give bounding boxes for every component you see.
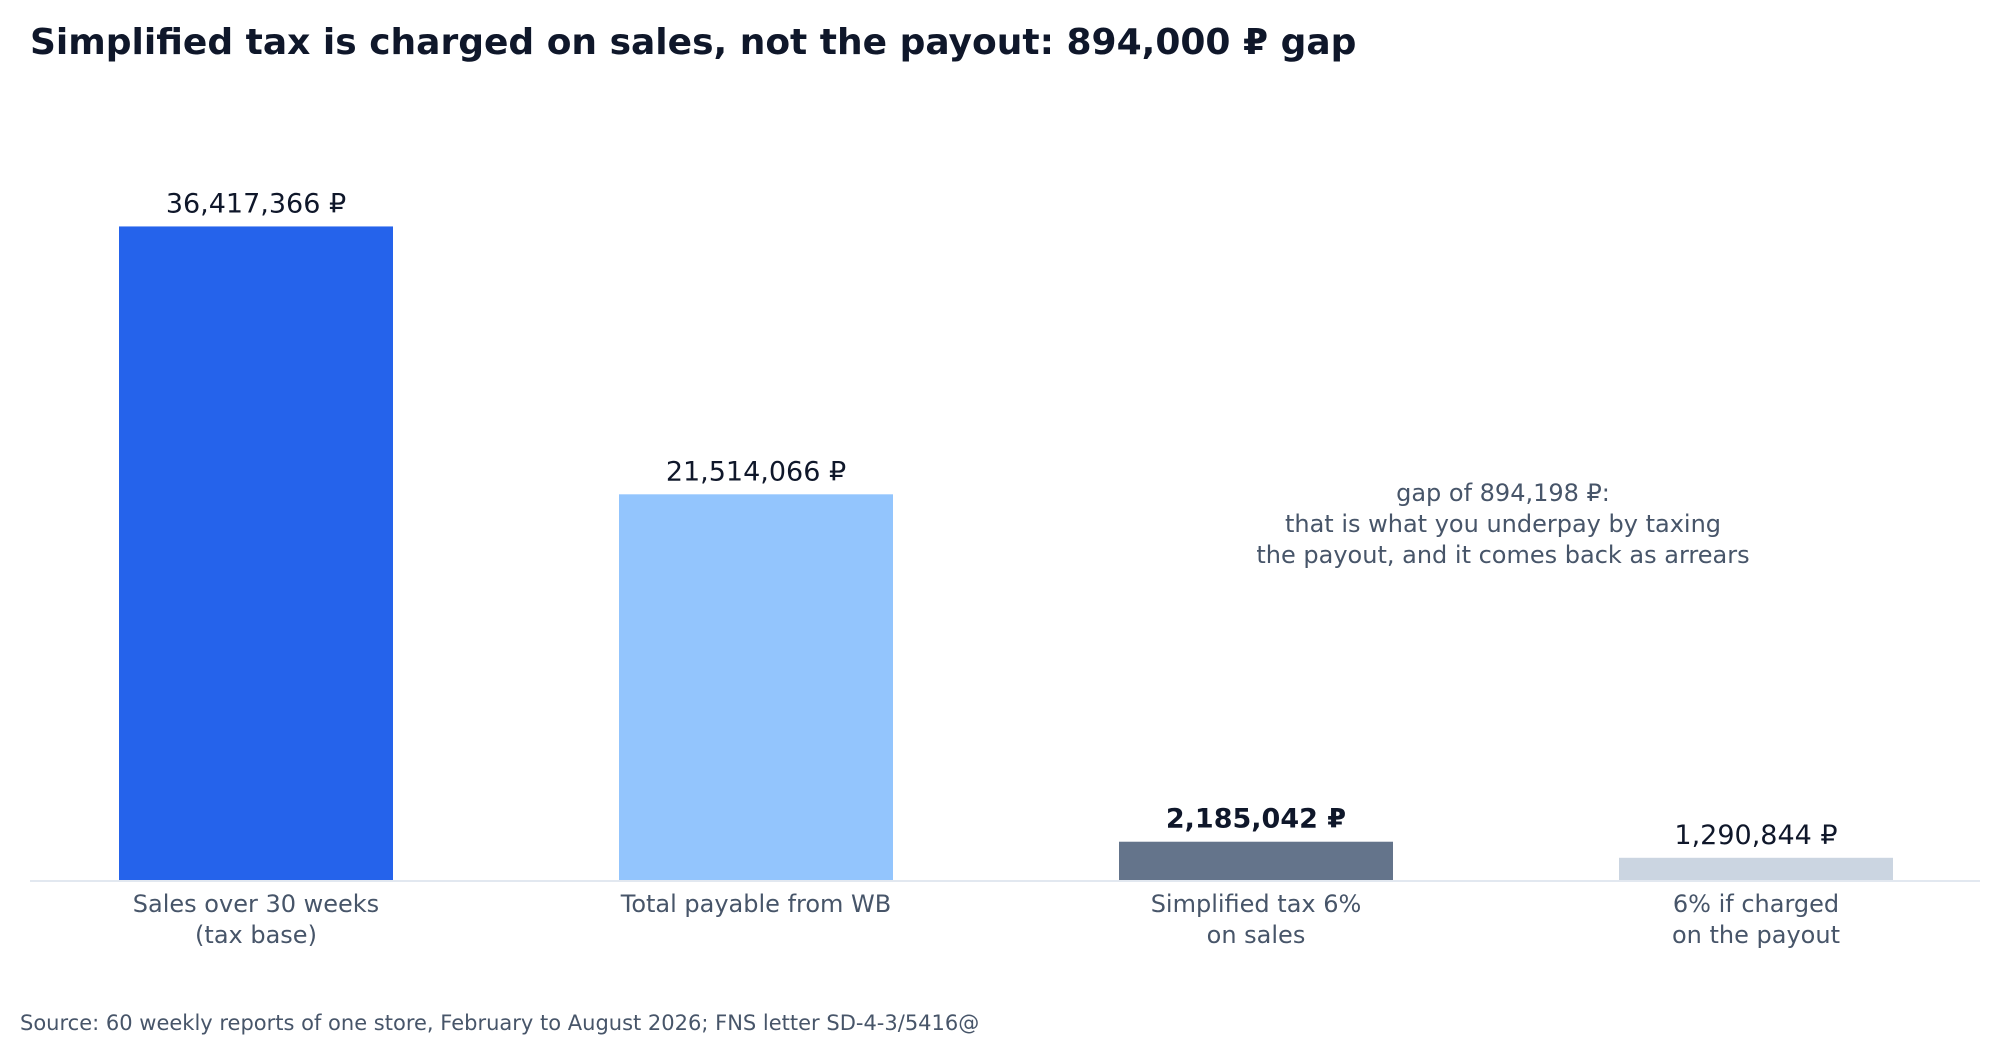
category-labels-group: Sales over 30 weeks (tax base) Total payab… — [133, 890, 1840, 949]
bar-2 — [619, 494, 893, 881]
category-label-1: Sales over 30 weeks (tax base) — [133, 890, 379, 949]
bar-chart: 36,417,366 ₽ 21,514,066 ₽ 2,185,042 ₽ 1,290… — [30, 188, 1980, 949]
category-label-line: Sales over 30 weeks — [133, 890, 379, 918]
category-label-line: on the payout — [1672, 921, 1840, 949]
bar-3 — [1119, 841, 1393, 881]
annotation-text: gap of 894,198 ₽: that is what you underp… — [1256, 479, 1749, 569]
bar-4 — [1619, 857, 1893, 881]
category-label-3: Simplified tax 6% on sales — [1151, 890, 1362, 949]
annotation-line-3: the payout, and it comes back as arrears — [1256, 541, 1749, 569]
bars-group — [119, 226, 1893, 881]
value-label-3: 2,185,042 ₽ — [1166, 804, 1346, 835]
category-label-line: Total payable from WB — [620, 890, 892, 918]
value-label-2: 21,514,066 ₽ — [666, 456, 846, 487]
annotation-line-1: gap of 894,198 ₽: — [1396, 479, 1610, 507]
chart-title: Simplified tax is charged on sales, not … — [30, 22, 1357, 63]
category-label-4: 6% if charged on the payout — [1672, 890, 1840, 949]
category-label-line: 6% if charged — [1673, 890, 1839, 918]
bar-1 — [119, 226, 393, 881]
source-note: Source: 60 weekly reports of one store, … — [20, 1011, 980, 1035]
category-label-2: Total payable from WB — [620, 890, 892, 918]
category-label-line: (tax base) — [195, 921, 317, 949]
annotation-line-2: that is what you underpay by taxing — [1285, 510, 1721, 538]
gap-annotation: gap of 894,198 ₽: that is what you underp… — [1256, 479, 1749, 569]
value-label-1: 36,417,366 ₽ — [166, 188, 346, 219]
category-label-line: on sales — [1207, 921, 1306, 949]
category-label-line: Simplified tax 6% — [1151, 890, 1362, 918]
value-label-4: 1,290,844 ₽ — [1674, 820, 1837, 851]
value-labels-group: 36,417,366 ₽ 21,514,066 ₽ 2,185,042 ₽ 1,290… — [166, 188, 1838, 850]
